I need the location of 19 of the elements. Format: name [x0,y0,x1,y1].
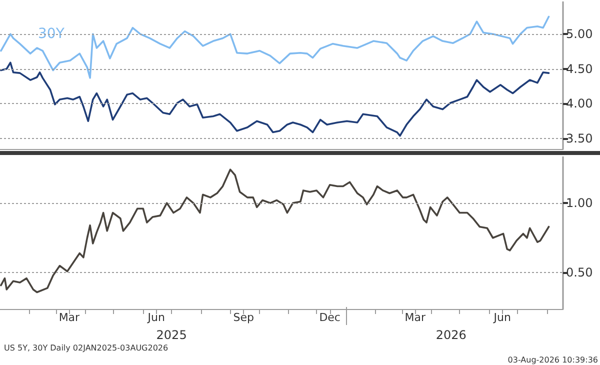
x-tick-label: Jun [492,311,511,324]
line-series [0,16,550,79]
y-tick-label: 4.50 [566,62,593,76]
x2-tick-label: 2026 [436,328,466,342]
x2-tick-label: 2025 [156,328,187,342]
text: 03-Aug-2026 10:39:36 [508,356,598,364]
x-tick-label: Mar [58,311,80,324]
y-tick-label: 3.50 [566,132,593,146]
y-tick-label: 5.00 [566,27,593,42]
text: US 5Y, 30Y Daily 02JAN2025-03AUG2026 [4,344,168,352]
x-tick-label: Jun [146,311,166,324]
line-series [0,62,550,137]
x-tick-label: Dec [319,311,340,324]
x-tick-label: Mar [404,311,426,324]
y-tick-label: 4.00 [566,96,593,111]
x-tick-label: Sep [233,311,254,324]
line-series [0,168,550,294]
y-tick-label: 0.50 [566,266,593,280]
y-tick-label: 1.00 [566,196,593,210]
